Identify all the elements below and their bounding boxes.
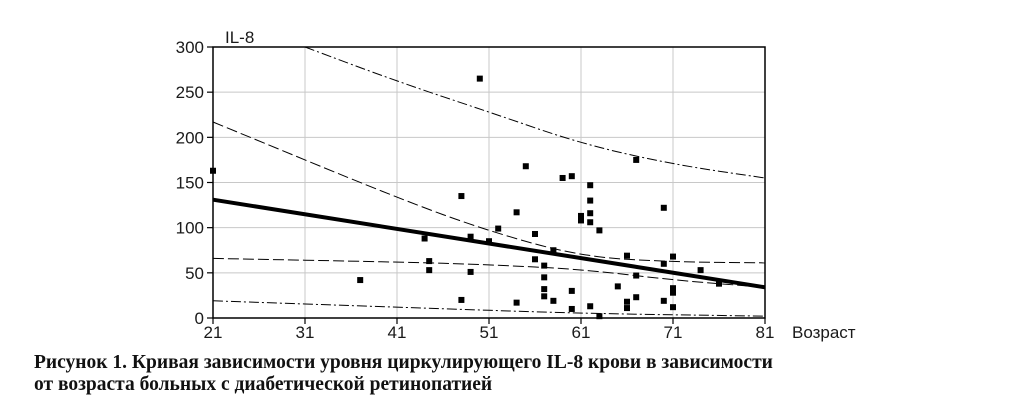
x-tick-label: 51 <box>480 323 499 342</box>
data-point <box>624 298 630 305</box>
data-point <box>587 197 594 204</box>
data-point <box>541 274 548 281</box>
data-point <box>587 210 594 217</box>
data-point <box>458 193 465 200</box>
y-tick-label: 150 <box>176 174 204 193</box>
data-point <box>624 305 630 312</box>
data-point <box>532 230 538 237</box>
data-point <box>660 297 667 304</box>
data-point <box>467 268 474 275</box>
y-tick-label: 100 <box>176 219 204 238</box>
data-point <box>513 299 520 306</box>
figure-caption: Рисунок 1. Кривая зависимости уровня цир… <box>34 352 1014 396</box>
scatter-chart: 0 50 100 150 200 250 300 21 31 41 51 61 71 81 IL-8 В… <box>176 28 856 342</box>
x-tick-label: 21 <box>204 323 223 342</box>
data-point <box>670 253 676 260</box>
data-point <box>587 219 594 226</box>
data-point <box>587 303 594 310</box>
y-tick-label: 50 <box>185 264 204 283</box>
data-point <box>697 267 704 274</box>
x-tick-label: 71 <box>664 323 683 342</box>
data-point <box>426 267 433 274</box>
data-point <box>532 256 538 263</box>
data-point <box>568 305 575 312</box>
data-point <box>633 156 640 163</box>
data-points <box>210 75 722 320</box>
prediction-band-upper <box>304 46 766 179</box>
data-point <box>550 297 557 304</box>
data-point <box>633 294 640 301</box>
data-point <box>660 204 667 211</box>
data-point <box>541 293 548 300</box>
y-axis-title: IL-8 <box>225 28 254 47</box>
caption-line-1: Рисунок 1. Кривая зависимости уровня цир… <box>34 352 773 373</box>
data-point <box>458 296 465 303</box>
data-point <box>495 225 502 232</box>
data-point <box>467 233 474 240</box>
data-point <box>426 258 433 265</box>
y-tick-label: 0 <box>195 309 204 328</box>
x-axis-ticks: 21 31 41 51 61 71 81 <box>204 318 775 342</box>
prediction-band-lower <box>212 300 766 317</box>
data-point <box>596 227 603 234</box>
data-point <box>513 209 520 216</box>
data-point <box>596 313 603 320</box>
x-tick-label: 31 <box>296 323 315 342</box>
data-point <box>716 280 722 287</box>
data-point <box>559 174 566 181</box>
data-point <box>614 283 621 290</box>
y-axis-ticks: 0 50 100 150 200 250 300 <box>176 38 213 328</box>
data-point <box>670 304 676 311</box>
grid-lines <box>213 47 765 318</box>
x-axis-title: Возраст <box>792 323 856 342</box>
x-tick-label: 81 <box>756 323 775 342</box>
confidence-band-upper <box>212 121 766 264</box>
data-point <box>541 262 548 269</box>
data-point <box>587 182 594 189</box>
y-tick-label: 200 <box>176 128 204 147</box>
data-point <box>660 260 667 267</box>
caption-line-2: от возраста больных с диабетической рети… <box>34 374 493 395</box>
data-point <box>476 75 483 82</box>
data-point <box>670 289 676 296</box>
data-point <box>486 238 492 245</box>
data-point <box>578 217 584 224</box>
y-tick-label: 250 <box>176 83 204 102</box>
data-point <box>568 173 575 180</box>
x-tick-label: 61 <box>572 323 591 342</box>
x-tick-label: 41 <box>388 323 407 342</box>
data-point <box>210 167 216 174</box>
data-point <box>624 252 630 259</box>
data-point <box>541 286 548 293</box>
data-point <box>633 272 640 279</box>
data-point <box>550 247 557 254</box>
data-point <box>578 212 584 219</box>
data-point <box>357 277 364 284</box>
data-point <box>522 163 529 170</box>
data-point <box>568 287 575 294</box>
data-point <box>670 285 676 292</box>
confidence-band-lower <box>212 257 766 288</box>
data-point <box>421 235 428 242</box>
y-tick-label: 300 <box>176 38 204 57</box>
